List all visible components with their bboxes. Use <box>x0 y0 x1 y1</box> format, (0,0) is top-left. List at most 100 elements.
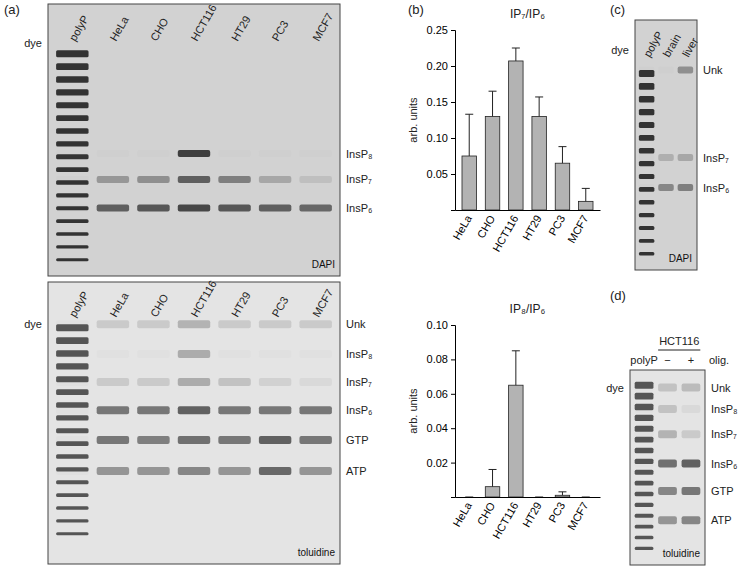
error-bar <box>465 114 473 156</box>
gel-band <box>639 184 655 191</box>
bar <box>579 201 593 210</box>
error-bar <box>512 351 520 385</box>
ladder-rung <box>635 536 654 540</box>
lane-label: MCF7 <box>310 11 335 43</box>
lane-note: olig. <box>709 354 729 366</box>
ladder-rung <box>639 239 655 243</box>
lane-label: polyP <box>67 13 91 43</box>
error-stem <box>492 469 493 486</box>
dye-label: dye <box>611 44 629 56</box>
error-cap <box>489 469 497 470</box>
band-label: Unk <box>346 318 366 330</box>
error-cap <box>489 91 497 92</box>
ladder-rung <box>56 402 88 408</box>
band-label: GTP <box>346 434 369 446</box>
gel-band <box>658 384 677 392</box>
stain-label: toluidine <box>298 547 336 558</box>
lane-label: polyP <box>67 289 91 319</box>
error-bar <box>465 497 473 498</box>
x-tick-label: MCF7 <box>565 213 590 245</box>
band-label: Unk <box>711 382 731 394</box>
x-tick: PC3 <box>546 497 567 525</box>
bar <box>509 61 523 210</box>
ladder-rung <box>639 213 655 217</box>
ladder-rung <box>56 245 88 248</box>
band-label: InsP₇ <box>346 173 372 185</box>
gel-band <box>259 350 291 358</box>
gel-band <box>658 460 677 468</box>
error-stem <box>562 147 563 164</box>
ladder-rung <box>56 532 88 535</box>
ladder-rung <box>635 459 654 464</box>
dye-label: dye <box>24 37 42 49</box>
y-tick: 0.05 <box>427 168 455 180</box>
x-axis-line <box>456 210 601 211</box>
x-tick-label: MCF7 <box>565 500 590 532</box>
band-label: InsP₆ <box>346 404 372 416</box>
gel-band <box>178 176 210 183</box>
ladder-rung <box>635 393 654 400</box>
ladder-rung <box>56 258 88 261</box>
gel-band <box>259 150 291 157</box>
error-stem <box>585 188 586 201</box>
ladder-rung <box>639 109 655 115</box>
gel-band <box>178 150 210 157</box>
ladder-rung <box>56 428 88 433</box>
stain-label: DAPI <box>669 253 692 264</box>
x-tick: CHO <box>475 210 498 240</box>
gel-band <box>678 154 694 161</box>
ladder-rung <box>635 525 654 529</box>
y-axis: 0.050.100.150.200.25 <box>427 24 456 210</box>
gel-band <box>218 150 250 157</box>
gel-band <box>137 176 169 183</box>
ladder-rung <box>639 70 655 77</box>
lane-label: HeLa <box>107 289 131 319</box>
background <box>0 0 754 574</box>
y-tick: 0.02 <box>427 457 455 469</box>
error-stem <box>539 97 540 116</box>
ladder-rung <box>56 193 88 197</box>
ladder-rung <box>639 148 655 154</box>
lane-label: CHO <box>148 291 171 319</box>
gel-band <box>639 154 655 161</box>
chart-title: IP₈/IP₆ <box>510 302 546 316</box>
x-tick: MCF7 <box>565 497 590 532</box>
ladder-rung <box>56 206 88 210</box>
gel-frame <box>630 370 705 565</box>
ladder-rung <box>635 481 654 486</box>
band-label: InsP₇ <box>703 152 729 164</box>
y-tick-mark <box>451 325 455 326</box>
gel-band <box>682 384 701 392</box>
error-cap <box>465 114 473 115</box>
y-tick-mark <box>451 66 455 67</box>
gel-band <box>137 467 169 475</box>
lane-label: HCT116 <box>188 278 218 319</box>
gel-frame <box>48 282 340 564</box>
x-tick-label: CHO <box>475 500 498 528</box>
gel-band <box>259 378 291 386</box>
gel-band <box>97 150 129 157</box>
bar <box>579 497 593 498</box>
gel-band <box>178 467 210 475</box>
dye-label: dye <box>606 382 624 394</box>
band-label: ATP <box>346 465 367 477</box>
ladder-rung <box>639 96 655 103</box>
lane-label: MCF7 <box>310 287 335 319</box>
error-cap <box>512 48 520 49</box>
gel-band <box>178 350 210 358</box>
gel-band <box>299 176 331 183</box>
ladder-rung <box>639 187 655 192</box>
gel-band <box>178 320 210 328</box>
gel-band <box>299 436 331 444</box>
y-tick: 0.10 <box>427 319 455 331</box>
gel-band <box>299 320 331 328</box>
error-cap <box>582 497 590 498</box>
x-tick: PC3 <box>546 210 567 238</box>
ladder-rung <box>56 389 88 395</box>
gel-panel: InsP₈InsP₇InsP₆dyeDAPIpolyPHeLaCHOHCT116… <box>24 2 372 276</box>
gel-panel: UnkInsP₈InsP₇InsP₆GTPATPdyetoluidinepoly… <box>24 278 372 564</box>
y-tick: 0.10 <box>427 132 455 144</box>
y-tick-mark <box>451 30 455 31</box>
gel-band <box>137 406 169 414</box>
gel-band <box>56 467 88 475</box>
